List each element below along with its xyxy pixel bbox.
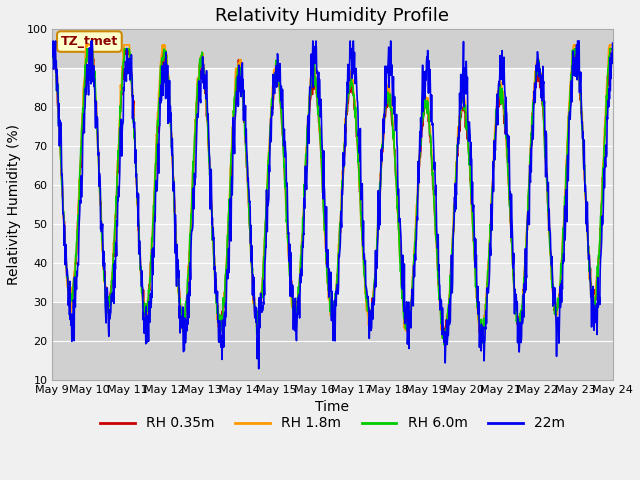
RH 6.0m xyxy=(160,49,168,55)
Bar xyxy=(52,185,612,224)
Bar xyxy=(52,341,612,380)
RH 0.35m xyxy=(236,80,244,86)
22m xyxy=(49,38,57,44)
RH 6.0m xyxy=(236,77,244,83)
Bar xyxy=(52,224,612,263)
RH 1.8m xyxy=(493,101,501,107)
Line: 22m: 22m xyxy=(52,41,612,369)
Bar xyxy=(52,29,612,68)
RH 0.35m xyxy=(609,46,616,52)
22m xyxy=(160,77,168,83)
Y-axis label: Relativity Humidity (%): Relativity Humidity (%) xyxy=(7,124,21,285)
RH 6.0m xyxy=(173,262,181,268)
Bar xyxy=(52,107,612,146)
RH 0.35m xyxy=(420,112,428,118)
RH 6.0m xyxy=(420,110,428,116)
22m xyxy=(236,89,244,95)
22m xyxy=(493,111,501,117)
RH 6.0m xyxy=(543,180,550,186)
RH 1.8m xyxy=(173,252,180,257)
RH 6.0m xyxy=(49,56,56,61)
RH 0.35m xyxy=(543,173,550,179)
RH 1.8m xyxy=(543,165,550,170)
RH 1.8m xyxy=(49,42,56,48)
RH 0.35m xyxy=(493,109,501,115)
RH 0.35m xyxy=(173,258,181,264)
22m xyxy=(543,168,550,174)
Text: TZ_tmet: TZ_tmet xyxy=(61,35,118,48)
Title: Relativity Humidity Profile: Relativity Humidity Profile xyxy=(216,7,449,25)
RH 6.0m xyxy=(50,46,58,52)
X-axis label: Time: Time xyxy=(316,400,349,414)
RH 1.8m xyxy=(159,42,167,48)
RH 1.8m xyxy=(236,57,243,62)
RH 6.0m xyxy=(440,342,448,348)
RH 1.8m xyxy=(420,105,428,110)
Bar xyxy=(52,263,612,302)
Line: RH 0.35m: RH 0.35m xyxy=(52,49,612,345)
22m xyxy=(609,40,616,46)
22m xyxy=(173,259,181,265)
RH 0.35m xyxy=(477,342,485,348)
Line: RH 6.0m: RH 6.0m xyxy=(52,49,612,345)
RH 0.35m xyxy=(160,55,168,60)
RH 6.0m xyxy=(609,46,616,52)
RH 0.35m xyxy=(49,48,56,53)
22m xyxy=(49,53,56,59)
Line: RH 1.8m: RH 1.8m xyxy=(52,45,612,341)
RH 1.8m xyxy=(609,42,616,48)
Bar xyxy=(52,146,612,185)
Legend: RH 0.35m, RH 1.8m, RH 6.0m, 22m: RH 0.35m, RH 1.8m, RH 6.0m, 22m xyxy=(94,411,571,436)
Bar xyxy=(52,302,612,341)
22m xyxy=(255,366,262,372)
RH 6.0m xyxy=(493,99,501,105)
RH 0.35m xyxy=(50,46,58,52)
22m xyxy=(420,69,428,74)
Bar xyxy=(52,68,612,107)
RH 1.8m xyxy=(477,338,485,344)
